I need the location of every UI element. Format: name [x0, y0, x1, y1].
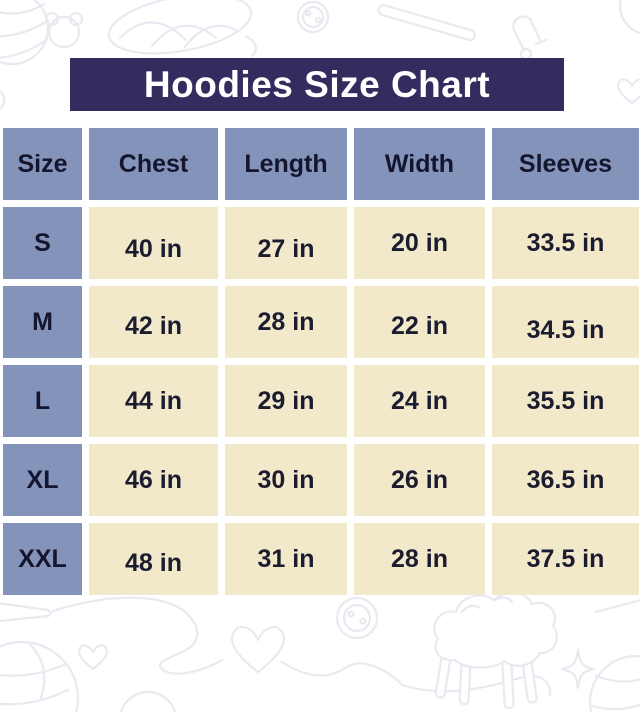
button-icon [296, 0, 330, 34]
yarn-string-heart-icon [48, 596, 552, 697]
cell-xl-length: 30 in [225, 444, 347, 516]
title-banner: Hoodies Size Chart [70, 58, 564, 111]
cell-m-width: 22 in [354, 286, 485, 358]
column-header-width: Width [354, 128, 485, 200]
yarn-string-icon [0, 90, 6, 110]
cell-m-chest: 42 in [89, 286, 218, 358]
row-label-l: L [3, 365, 82, 437]
cell-xl-sleeves: 36.5 in [492, 444, 639, 516]
cell-s-chest: 40 in [89, 207, 218, 279]
cell-xxl-chest: 48 in [89, 523, 218, 595]
cell-xl-chest: 46 in [89, 444, 218, 516]
cell-m-sleeves: 34.5 in [492, 286, 639, 358]
page-title: Hoodies Size Chart [143, 64, 491, 105]
column-header-size: Size [3, 128, 82, 200]
size-chart-table: Size Chest Length Width Sleeves S 40 in … [3, 128, 639, 595]
yarn-ball-icon [0, 640, 80, 712]
cell-m-length: 28 in [225, 286, 347, 358]
button-icon [335, 596, 379, 640]
cell-s-sleeves: 33.5 in [492, 207, 639, 279]
sheep-icon [433, 591, 558, 710]
column-header-sleeves: Sleeves [492, 128, 639, 200]
cell-l-length: 29 in [225, 365, 347, 437]
yarn-ball-icon [120, 690, 176, 712]
cell-xl-width: 26 in [354, 444, 485, 516]
cell-s-length: 27 in [225, 207, 347, 279]
column-header-length: Length [225, 128, 347, 200]
bear-head-icon [44, 11, 84, 49]
knitting-needle-icon [594, 599, 640, 614]
cell-xxl-length: 31 in [225, 523, 347, 595]
cell-xxl-sleeves: 37.5 in [492, 523, 639, 595]
yarn-ball-icon [618, 0, 640, 34]
cell-l-width: 24 in [354, 365, 485, 437]
yarn-skein-icon [107, 0, 257, 58]
row-label-m: M [3, 286, 82, 358]
row-label-s: S [3, 207, 82, 279]
yarn-ball-icon [588, 654, 640, 712]
row-label-xxl: XXL [3, 523, 82, 595]
cell-l-sleeves: 35.5 in [492, 365, 639, 437]
sparkle-icon [560, 648, 596, 690]
yarn-ball-icon [0, 0, 50, 66]
knitting-needle-icon [377, 4, 477, 42]
cell-xxl-width: 28 in [354, 523, 485, 595]
safety-pin-icon [512, 15, 548, 61]
column-header-chest: Chest [89, 128, 218, 200]
row-label-xl: XL [3, 444, 82, 516]
heart-icon [616, 78, 640, 105]
heart-icon [77, 644, 109, 671]
cell-l-chest: 44 in [89, 365, 218, 437]
cell-s-width: 20 in [354, 207, 485, 279]
knitting-needle-icon [0, 602, 52, 623]
